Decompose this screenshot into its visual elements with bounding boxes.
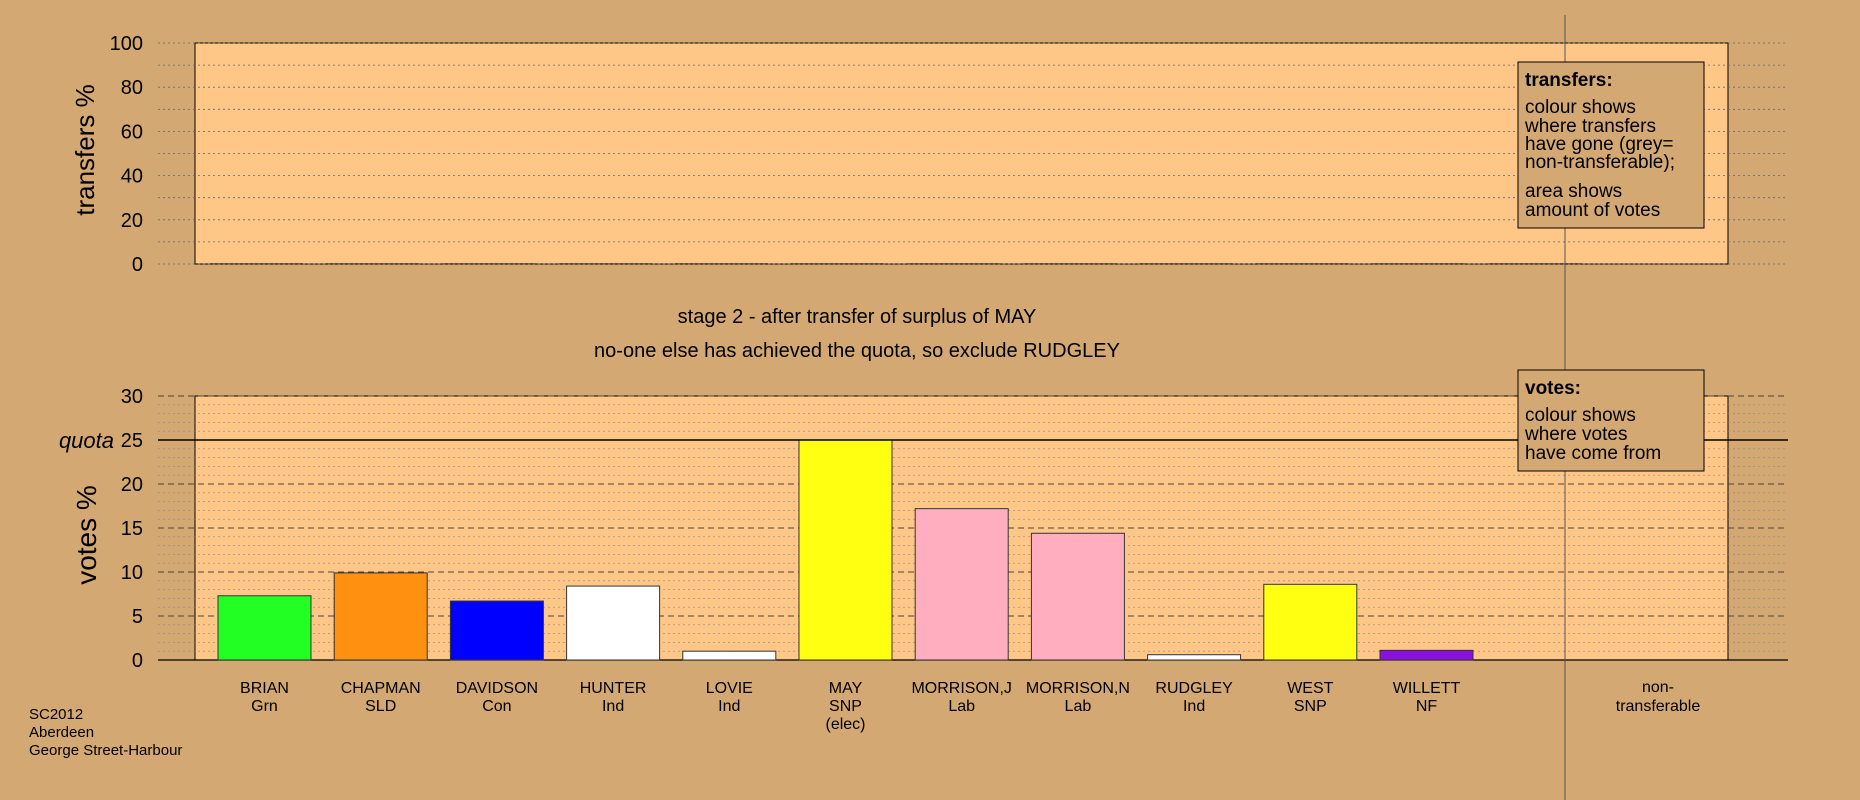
candidate-party: Lab xyxy=(1065,698,1092,715)
transfers-marks xyxy=(210,263,1582,264)
transfers-plot-area xyxy=(194,42,1729,265)
candidate-party: Con xyxy=(482,698,511,715)
candidate-labels: BRIANGrnCHAPMANSLDDAVIDSONConHUNTERIndLO… xyxy=(240,680,1460,733)
vote-bar xyxy=(566,585,661,661)
candidate-name: BRIAN xyxy=(240,680,289,697)
transfers-legend-box xyxy=(1517,61,1705,229)
transfers-bar xyxy=(1255,263,1349,264)
footer-line-2: Aberdeen xyxy=(29,724,94,741)
footer-line-3: George Street-Harbour xyxy=(29,742,182,759)
transfers-tick-label: 80 xyxy=(121,77,143,99)
votes-tick-label: 0 xyxy=(132,650,143,672)
votes-tick-label: 25 xyxy=(121,430,143,452)
candidate-name: WILLETT xyxy=(1393,680,1461,697)
transfers-bar xyxy=(558,263,652,264)
vote-bar xyxy=(449,600,544,661)
transfers-y-axis-label: transfers % xyxy=(70,84,100,216)
candidate-party: Lab xyxy=(948,698,975,715)
transfers-bar xyxy=(674,263,768,264)
candidate-party: Ind xyxy=(602,698,624,715)
transfers-legend-title: transfers: xyxy=(1525,70,1613,91)
vote-bar xyxy=(1030,532,1125,661)
votes-bars xyxy=(217,439,1474,661)
candidate-party: Ind xyxy=(1183,698,1205,715)
transfers-legend-line: where transfers xyxy=(1524,116,1656,137)
votes-panel: 0 5 10 15 20 25 30 quota votes % xyxy=(59,386,1788,672)
vote-bar xyxy=(914,508,1009,661)
transfers-bar xyxy=(1488,263,1582,264)
vote-bar xyxy=(217,595,312,661)
candidate-name: CHAPMAN xyxy=(341,680,421,697)
transfers-tick-label: 20 xyxy=(121,210,143,232)
transfers-legend: transfers: colour shows where transfers … xyxy=(1517,61,1705,229)
candidate-party: Ind xyxy=(718,698,740,715)
candidate-name: MORRISON,J xyxy=(911,680,1011,697)
votes-legend-line: colour shows xyxy=(1525,405,1636,426)
candidate-name: WEST xyxy=(1287,680,1333,697)
transfers-bar xyxy=(1372,263,1465,264)
nontransferable-label-2: transferable xyxy=(1616,698,1701,715)
votes-tick-labels: 0 5 10 15 20 25 30 xyxy=(121,386,143,672)
candidate-party: Grn xyxy=(251,698,278,715)
transfers-legend-line: have gone (grey= xyxy=(1525,134,1673,155)
transfers-legend-line: amount of votes xyxy=(1525,200,1660,221)
candidate-name: RUDGLEY xyxy=(1155,680,1233,697)
status-text: no-one else has achieved the quota, so e… xyxy=(594,340,1120,362)
transfers-tick-label: 60 xyxy=(121,121,143,143)
transfers-tick-label: 100 xyxy=(110,33,143,55)
candidate-party: SNP xyxy=(1294,698,1327,715)
candidate-party: SLD xyxy=(365,698,396,715)
candidate-name: LOVIE xyxy=(706,680,753,697)
votes-tick-label: 5 xyxy=(132,606,143,628)
transfers-bar xyxy=(907,263,1001,264)
vote-bar xyxy=(1147,654,1242,661)
votes-tick-label: 20 xyxy=(121,474,143,496)
transfers-panel: 0 20 40 60 80 100 transfers % xyxy=(70,33,1788,276)
transfers-tick-labels: 0 20 40 60 80 100 xyxy=(110,33,143,276)
quota-label: quota xyxy=(59,428,114,453)
transfers-legend-line: colour shows xyxy=(1525,97,1636,118)
transfers-bar xyxy=(326,263,420,264)
transfers-bar xyxy=(1139,263,1233,264)
votes-tick-label: 15 xyxy=(121,518,143,540)
candidate-party: SNP xyxy=(829,698,862,715)
candidate-note: (elec) xyxy=(825,716,865,733)
transfers-legend-line: non-transferable); xyxy=(1525,152,1675,173)
vote-bar xyxy=(333,572,428,661)
transfers-bar xyxy=(1023,263,1117,264)
transfers-bar xyxy=(791,263,884,264)
transfers-gridlines xyxy=(158,42,1788,265)
votes-tick-label: 10 xyxy=(121,562,143,584)
votes-legend-title: votes: xyxy=(1525,378,1581,399)
votes-tick-label: 30 xyxy=(121,386,143,408)
vote-bar xyxy=(798,439,893,661)
transfers-tick-label: 40 xyxy=(121,166,143,188)
nontransferable-label-1: non- xyxy=(1642,679,1674,696)
votes-y-axis-label: votes % xyxy=(71,485,102,585)
transfers-bar xyxy=(210,263,303,264)
votes-legend: votes: colour shows where votes have com… xyxy=(1517,369,1705,472)
candidate-name: HUNTER xyxy=(580,680,647,697)
vote-bar xyxy=(1263,583,1358,661)
votes-legend-box xyxy=(1517,369,1705,472)
candidate-party: NF xyxy=(1416,698,1438,715)
transfers-bar xyxy=(442,263,536,264)
candidate-name: MORRISON,N xyxy=(1026,680,1130,697)
transfers-legend-line: area shows xyxy=(1525,181,1622,202)
transfers-tick-label: 0 xyxy=(132,254,143,276)
votes-legend-line: have come from xyxy=(1525,443,1661,464)
votes-legend-line: where votes xyxy=(1524,424,1627,445)
footer-line-1: SC2012 xyxy=(29,706,83,723)
candidate-name: MAY xyxy=(829,680,863,697)
candidate-name: DAVIDSON xyxy=(456,680,538,697)
vote-bar xyxy=(682,650,777,661)
vote-bar xyxy=(1379,649,1474,661)
stage-text: stage 2 - after transfer of surplus of M… xyxy=(678,306,1037,328)
